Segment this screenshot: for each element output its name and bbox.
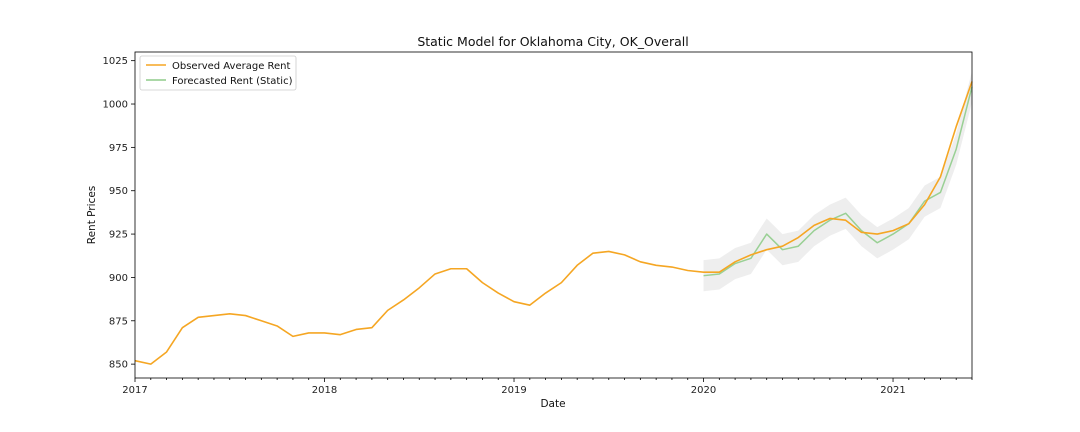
y-tick-label: 875	[109, 316, 128, 327]
plot-frame	[134, 51, 973, 379]
y-tick-label: 1025	[103, 56, 128, 67]
chart-title: Static Model for Oklahoma City, OK_Overa…	[417, 34, 688, 49]
x-axis-label: Date	[540, 398, 565, 410]
x-axis: 2017 2018 2019 2020 2021	[122, 378, 973, 396]
x-tick-label: 2021	[880, 385, 905, 396]
y-tick-label: 950	[109, 186, 128, 197]
x-tick-label: 2020	[691, 385, 716, 396]
confidence-band-layer	[703, 71, 972, 292]
x-tick-label: 2019	[501, 385, 526, 396]
forecast-confidence-band	[703, 71, 972, 292]
legend-label-forecast: Forecasted Rent (Static)	[172, 76, 293, 87]
y-tick-label: 975	[109, 143, 128, 154]
legend-box	[139, 55, 297, 91]
y-tick-label: 925	[109, 230, 128, 241]
series-line-observed	[134, 81, 973, 365]
y-axis: 850 875 900 925 950 975 1000 1025	[103, 56, 135, 371]
y-tick-label: 1000	[103, 100, 128, 111]
y-tick-label: 900	[109, 273, 128, 284]
y-tick-label: 850	[109, 360, 128, 371]
y-axis-label: Rent Prices	[86, 186, 98, 244]
x-tick-label: 2017	[122, 385, 147, 396]
series-layer	[134, 81, 973, 365]
legend: Observed Average Rent Forecasted Rent (S…	[139, 55, 297, 91]
legend-label-observed: Observed Average Rent	[172, 61, 291, 72]
x-tick-label: 2018	[312, 385, 337, 396]
